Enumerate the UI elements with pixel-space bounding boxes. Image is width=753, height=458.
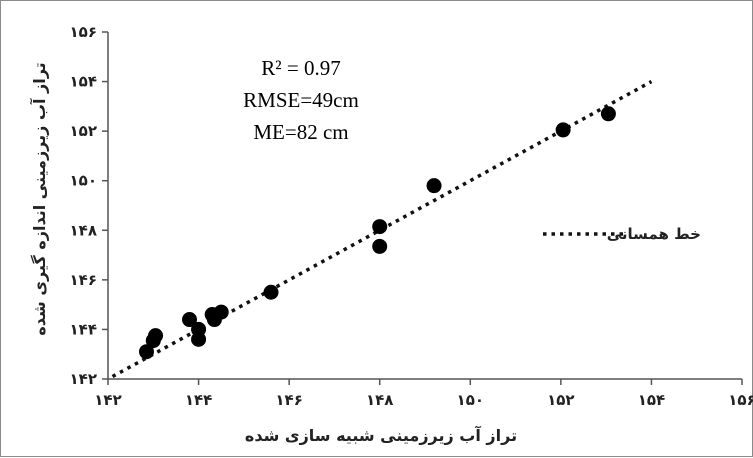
y-tick-label: ۱۵۶ [70, 23, 97, 41]
data-point [426, 178, 442, 194]
y-tick-label: ۱۴۲ [70, 370, 97, 388]
annotation-me: ME=82 cm [253, 120, 348, 144]
data-point [372, 219, 388, 235]
y-tick-label: ۱۴۸ [70, 221, 97, 239]
data-point [148, 328, 164, 344]
annotation-rmse: RMSE=49cm [243, 88, 359, 112]
x-axis-title: تراز آب زیرزمینی شبیه سازی شده [245, 425, 517, 445]
data-point [213, 304, 229, 320]
annotation-r2: R² = 0.97 [261, 56, 340, 80]
y-tick-label: ۱۵۰ [70, 172, 97, 190]
data-point [372, 238, 388, 254]
y-ticks: ۱۴۲ ۱۴۴ ۱۴۶ ۱۴۸ ۱۵۰ ۱۵۲ ۱۵۴ ۱۵۶ [70, 23, 108, 388]
data-point [138, 344, 154, 360]
y-axis-title: تراز آب زیرزمینی اندازه گیری شده [29, 62, 49, 335]
data-point [555, 122, 571, 138]
x-tick-label: ۱۴۴ [185, 391, 212, 409]
axes [107, 32, 742, 380]
data-point [600, 106, 616, 122]
x-tick-label: ۱۵۶ [728, 391, 753, 409]
x-tick-label: ۱۵۲ [547, 391, 574, 409]
x-tick-label: ۱۵۰ [457, 391, 484, 409]
x-ticks: ۱۴۲ ۱۴۴ ۱۴۶ ۱۴۸ ۱۵۰ ۱۵۲ ۱۵۴ ۱۵۶ [94, 379, 753, 409]
data-point [263, 284, 279, 300]
data-points [138, 106, 616, 360]
x-tick-label: ۱۴۲ [94, 391, 121, 409]
y-tick-label: ۱۴۶ [70, 271, 97, 289]
y-tick-label: ۱۵۴ [70, 73, 97, 91]
data-point [182, 312, 198, 328]
x-tick-label: ۱۴۸ [366, 391, 393, 409]
x-tick-label: ۱۴۶ [275, 391, 302, 409]
y-tick-label: ۱۵۲ [70, 122, 97, 140]
legend-label: خط همسانی [607, 225, 701, 243]
data-point [191, 331, 207, 347]
y-tick-label: ۱۴۴ [70, 320, 97, 338]
x-tick-label: ۱۵۴ [638, 391, 665, 409]
